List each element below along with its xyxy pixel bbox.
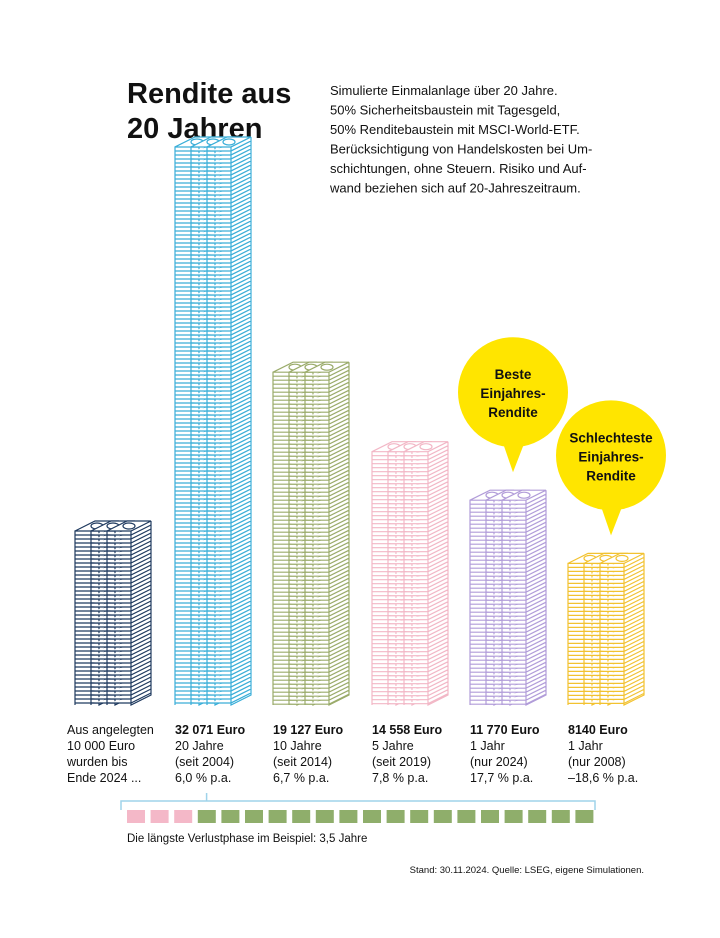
source: Stand: 30.11.2024. Quelle: LSEG, eigene … (410, 865, 644, 876)
year-square (504, 810, 523, 823)
note-emblem (320, 363, 334, 371)
banknote-stack (206, 136, 252, 706)
subtitle-line: 50% Sicherheitsbaustein mit Tagesgeld, (330, 103, 560, 118)
description-line: (nur 2008) (568, 755, 626, 769)
note-emblem (517, 491, 531, 499)
banknote-stack (599, 552, 645, 706)
year-square (339, 810, 358, 823)
description-line: 1 Jahr (470, 739, 505, 753)
description-line: (seit 2014) (273, 755, 332, 769)
description-line: (seit 2019) (372, 755, 431, 769)
value-label: 19 127 Euro (273, 723, 344, 737)
subtitle-line: wand beziehen sich auf 20-Jahreszeitraum… (329, 181, 581, 196)
description-line: 1 Jahr (568, 739, 603, 753)
bar (371, 441, 449, 706)
callout-bubble (503, 441, 525, 473)
year-square (528, 810, 547, 823)
description-line: wurden bis (66, 755, 127, 769)
bar (272, 361, 350, 706)
callout-text: Beste (495, 367, 532, 382)
value-label: 10 000 Euro (67, 739, 135, 753)
description-line: 6,7 % p.a. (273, 771, 329, 785)
callout-bubble (458, 337, 568, 448)
year-square (315, 810, 334, 823)
description-line: 5 Jahre (372, 739, 414, 753)
note-emblem (122, 522, 136, 530)
description-line: Ende 2024 ... (67, 771, 141, 785)
description-line: (seit 2004) (175, 755, 234, 769)
bar (469, 489, 547, 706)
value-label: 8140 Euro (568, 723, 628, 737)
callout-bubble (556, 400, 666, 511)
year-square (292, 810, 311, 823)
lead-text: Aus angelegten (67, 723, 154, 737)
year-square (150, 810, 169, 823)
callout-bubble (601, 504, 623, 536)
subtitle-line: Simulierte Einmalanlage über 20 Jahre. (330, 83, 558, 98)
chart-title: Rendite aus (127, 78, 291, 110)
year-square (197, 810, 216, 823)
callout-text: Schlechteste (569, 430, 653, 445)
description-line: 10 Jahre (273, 739, 322, 753)
description-line: 17,7 % p.a. (470, 771, 533, 785)
note-emblem (222, 138, 236, 146)
subtitle-line: Berücksichtigung von Handelskosten bei U… (330, 142, 592, 157)
banknote-stack (501, 489, 547, 706)
value-label: 14 558 Euro (372, 723, 443, 737)
callout-text: Einjahres- (480, 386, 545, 401)
year-square (127, 810, 145, 823)
banknote-stack (403, 441, 449, 706)
year-square (410, 810, 429, 823)
timeline-caption: Die längste Verlustphase im Beispiel: 3,… (127, 833, 367, 845)
note-emblem (419, 443, 433, 451)
callout-text: Einjahres- (578, 449, 643, 464)
description-line: 7,8 % p.a. (372, 771, 428, 785)
note-emblem (615, 554, 629, 562)
year-square (457, 810, 476, 823)
subtitle-line: schichtungen, ohne Steuern. Risiko und A… (330, 161, 587, 176)
bar (567, 552, 645, 706)
subtitle-line: 50% Renditebaustein mit MSCI-World-ETF. (330, 122, 580, 137)
year-square (575, 810, 594, 823)
description-line: (nur 2024) (470, 755, 528, 769)
year-square (221, 810, 240, 823)
banknote-stack (106, 520, 152, 706)
bar (174, 136, 252, 706)
banknote-stack (304, 361, 350, 706)
year-square (481, 810, 499, 823)
description-line: 20 Jahre (175, 739, 224, 753)
year-square (268, 810, 287, 823)
year-square (433, 810, 452, 823)
callout-text: Rendite (488, 405, 538, 420)
year-square (174, 810, 193, 823)
description-line: –18,6 % p.a. (568, 771, 638, 785)
description-line: 6,0 % p.a. (175, 771, 231, 785)
year-square (245, 810, 263, 823)
value-label: 11 770 Euro (470, 723, 540, 737)
callout-text: Rendite (586, 468, 636, 483)
value-label: 32 071 Euro (175, 723, 246, 737)
year-square (551, 810, 570, 823)
year-square (363, 810, 381, 823)
loss-bracket (120, 793, 596, 810)
year-square (386, 810, 405, 823)
bar (74, 520, 152, 706)
